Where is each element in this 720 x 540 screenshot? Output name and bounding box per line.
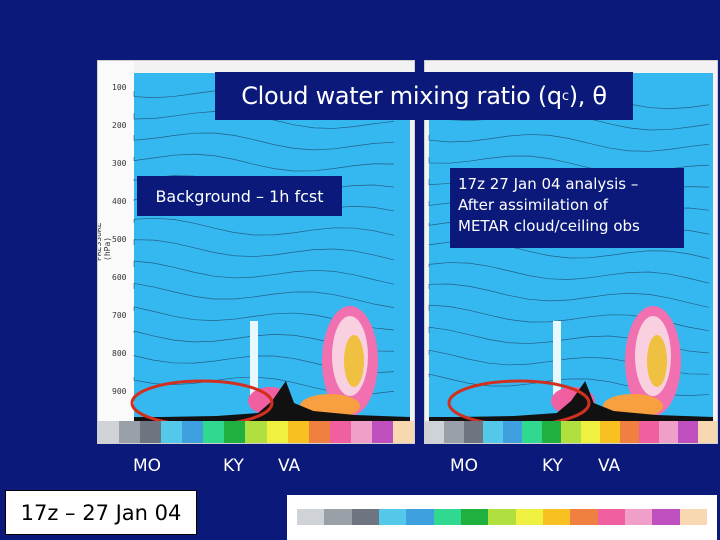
theta-contour [133, 260, 395, 285]
colorbar-swatch [488, 509, 516, 525]
colorbar-swatch [624, 509, 653, 525]
colorbar [425, 421, 717, 443]
colorbar-swatch [329, 421, 351, 443]
y-tick-label: 900 [112, 387, 127, 396]
colorbar-swatch [350, 421, 372, 443]
state-label-va: VA [278, 456, 301, 476]
y-tick-label: 400 [112, 197, 127, 206]
y-tick-label: 800 [112, 349, 127, 358]
state-label-ky: KY [223, 456, 244, 476]
colorbar-swatch [444, 421, 464, 443]
colorbar-swatch [463, 421, 484, 443]
colorbar [98, 421, 414, 443]
analysis-label-line: 17z 27 Jan 04 analysis – [458, 175, 639, 193]
colorbar-swatch [561, 421, 581, 443]
colorbar-swatch [351, 509, 379, 525]
colorbar-swatch [378, 509, 407, 525]
y-tick-label: 300 [112, 159, 127, 168]
colorbar-swatch [425, 421, 445, 443]
theta-contour [428, 283, 710, 308]
colorbar-swatch [697, 421, 717, 443]
colorbar-swatch [98, 421, 120, 443]
colorbar-swatch [652, 509, 680, 525]
colorbar-swatch [224, 421, 246, 443]
y-tick-label: 500 [112, 235, 127, 244]
colorbar-swatch [140, 421, 162, 443]
theta-contour [428, 262, 710, 284]
colorbar-swatch [679, 509, 707, 525]
colorbar-swatch [245, 421, 267, 443]
theta-contour [133, 132, 395, 151]
state-label-mo: MO [133, 456, 162, 476]
colorbar-swatch [324, 509, 352, 525]
date-label: 17z – 27 Jan 04 [5, 490, 197, 535]
colorbar-swatch [658, 421, 679, 443]
colorbar-swatch [460, 509, 489, 525]
colorbar-swatch [371, 421, 393, 443]
colorbar-swatch [119, 421, 141, 443]
y-tick-label: 100 [112, 83, 127, 92]
colorbar-swatch [287, 421, 309, 443]
theta-contour [133, 283, 395, 308]
colorbar-swatch [619, 421, 640, 443]
colorbar-swatch [515, 509, 543, 525]
state-label-ky: KY [542, 456, 563, 476]
y-axis: PRESSURE (hPa) 100 200 300 400 500 600 700 800 9… [98, 61, 134, 443]
bottom-colorbar-strip [287, 495, 717, 540]
colorbar [297, 509, 707, 525]
state-label-mo: MO [450, 456, 479, 476]
background-forecast-panel: PRESSURE (hPa) 100 200 300 400 500 600 700 800 9… [97, 60, 415, 444]
colorbar-swatch [182, 421, 204, 443]
colorbar-swatch [483, 421, 503, 443]
analysis-label-line: After assimilation of [458, 196, 608, 214]
colorbar-swatch [570, 509, 598, 525]
title-subscript: c [561, 88, 569, 104]
cloud-core [647, 335, 667, 387]
colorbar-swatch [297, 509, 325, 525]
cloud-column [553, 321, 561, 401]
background-label: Background – 1h fcst [137, 176, 342, 216]
colorbar-swatch [522, 421, 542, 443]
title-main: Cloud water mixing ratio (q [241, 82, 562, 110]
title-tail: ), θ [568, 82, 607, 110]
colorbar-swatch [266, 421, 288, 443]
colorbar-swatch [433, 509, 461, 525]
terrain [429, 381, 713, 421]
analysis-label: 17z 27 Jan 04 analysis – After assimilat… [450, 168, 684, 248]
theta-contour [133, 239, 395, 261]
colorbar-swatch [580, 421, 601, 443]
y-tick-label: 700 [112, 311, 127, 320]
theta-contour [428, 134, 710, 152]
colorbar-swatch [639, 421, 659, 443]
colorbar-swatch [502, 421, 523, 443]
y-tick-label: 600 [112, 273, 127, 282]
cloud-core [344, 335, 364, 387]
slide-title: Cloud water mixing ratio (q c), θ [215, 72, 633, 120]
y-tick-label: 200 [112, 121, 127, 130]
colorbar-swatch [308, 421, 330, 443]
colorbar-swatch [161, 421, 183, 443]
state-label-va: VA [598, 456, 621, 476]
theta-contour [133, 153, 395, 172]
colorbar-swatch [392, 421, 414, 443]
colorbar-swatch [597, 509, 625, 525]
theta-contour [133, 217, 395, 236]
analysis-label-line: METAR cloud/ceiling obs [458, 217, 640, 235]
colorbar-swatch [542, 509, 571, 525]
cloud-column [250, 321, 258, 401]
colorbar-swatch [678, 421, 698, 443]
colorbar-swatch [541, 421, 562, 443]
colorbar-swatch [600, 421, 620, 443]
colorbar-swatch [203, 421, 225, 443]
colorbar-swatch [406, 509, 434, 525]
